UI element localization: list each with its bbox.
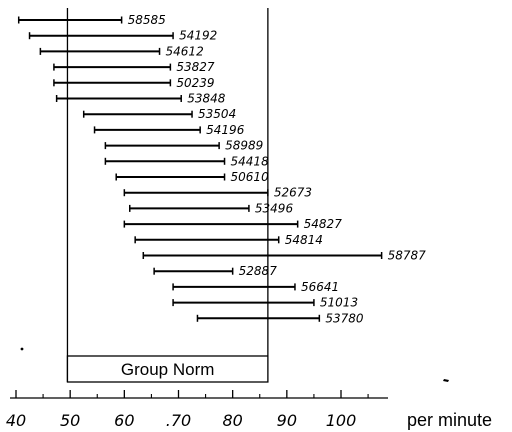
range-id-label: 53827 — [176, 60, 215, 74]
range-row: 53780 — [196, 311, 364, 325]
range-row: 54418 — [104, 154, 270, 168]
range-row: 54196 — [93, 123, 245, 137]
range-row: 56641 — [172, 280, 339, 294]
range-id-label: 56641 — [301, 280, 339, 294]
range-id-label: 54612 — [166, 44, 204, 58]
x-tick-label: 90 — [277, 411, 297, 430]
range-id-label: 54814 — [285, 233, 323, 247]
group-norm-label: Group Norm — [121, 360, 215, 379]
range-id-label: 54418 — [231, 154, 270, 168]
x-axis: 40 50 60 .70 80 90 100 per minute — [6, 390, 492, 430]
x-tick-label: 80 — [222, 411, 242, 430]
range-row: 53848 — [55, 92, 226, 106]
range-row: 58787 — [142, 249, 427, 263]
range-id-label: 53504 — [198, 107, 236, 121]
range-id-label: 50239 — [176, 76, 214, 90]
range-id-label: 53848 — [187, 92, 226, 106]
range-id-label: 54196 — [206, 123, 245, 137]
range-row: 51013 — [172, 296, 358, 310]
range-row: 58585 — [17, 13, 166, 27]
range-row: 54192 — [28, 29, 217, 43]
range-id-label: 54827 — [304, 217, 343, 231]
x-tick-label: 100 — [326, 411, 357, 430]
range-id-label: 58989 — [225, 139, 263, 153]
range-id-label: 58585 — [128, 13, 166, 27]
range-row: 53504 — [82, 107, 236, 121]
range-row: 54814 — [134, 233, 323, 247]
range-row: 50239 — [53, 76, 215, 90]
x-tick-label: .70 — [166, 411, 191, 430]
x-tick-label: 60 — [114, 411, 134, 430]
range-row: 54612 — [39, 44, 204, 58]
x-tick-label: 40 — [6, 411, 26, 430]
range-id-label: 52673 — [274, 186, 312, 200]
x-tick-label: 50 — [60, 411, 80, 430]
x-axis-ticks: 40 50 60 .70 80 90 100 — [6, 390, 369, 430]
range-row: 54827 — [123, 217, 343, 231]
range-row: 53827 — [53, 60, 215, 74]
range-row: 52887 — [153, 264, 278, 278]
range-id-label: 58787 — [388, 249, 427, 263]
range-id-label: 52887 — [239, 264, 278, 278]
range-id-label: 54192 — [179, 29, 217, 43]
range-id-label: 51013 — [320, 296, 358, 310]
range-row: 52673 — [123, 186, 312, 200]
group-norm-band: Group Norm — [66, 8, 269, 383]
range-row: 58989 — [104, 139, 263, 153]
speck — [443, 379, 449, 382]
range-row: 53496 — [129, 201, 294, 215]
x-axis-label: per minute — [407, 410, 492, 430]
range-id-label: 53780 — [325, 311, 364, 325]
range-row: 50610 — [115, 170, 270, 184]
range-id-label: 53496 — [255, 201, 294, 215]
range-id-label: 50610 — [231, 170, 270, 184]
group-norm-label-box — [66, 355, 269, 383]
speck — [20, 347, 24, 351]
